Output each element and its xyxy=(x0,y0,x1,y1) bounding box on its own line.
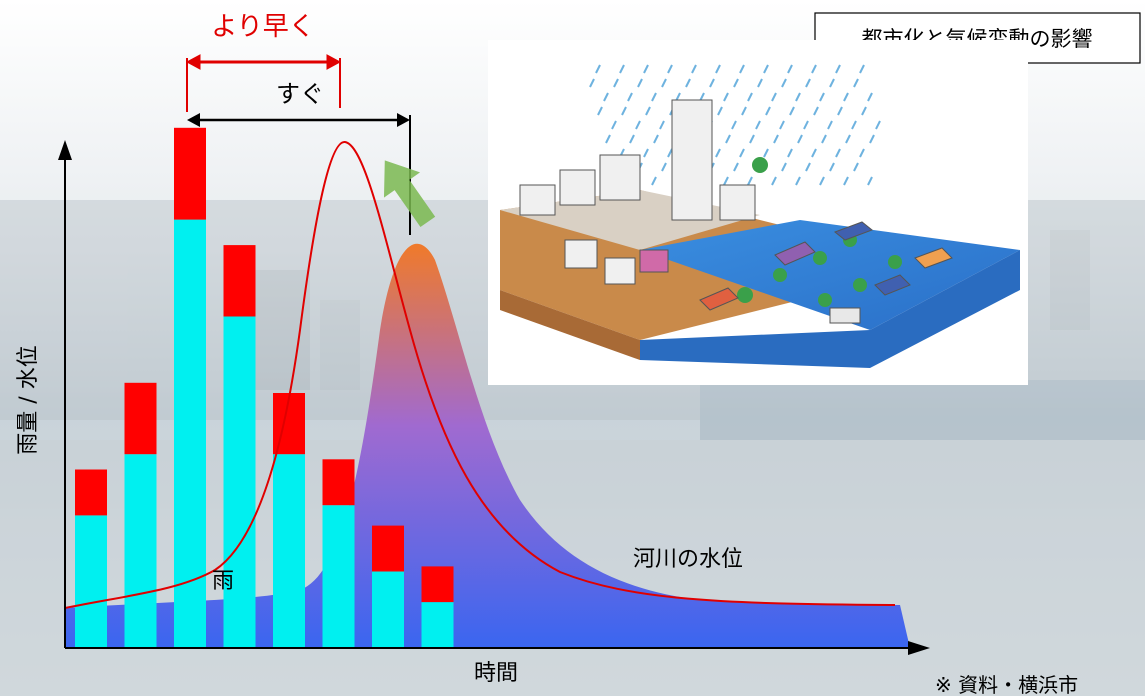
rain-bar-increase xyxy=(124,382,157,455)
y-axis-arrowhead xyxy=(58,140,72,160)
earlier-arrow xyxy=(185,54,342,112)
rise-arrow xyxy=(383,160,436,228)
rain-bar-base xyxy=(75,515,107,648)
discharge-curve xyxy=(64,141,896,609)
river-level-label: 河川の水位 xyxy=(633,547,743,572)
source-note: ※ 資料・横浜市 xyxy=(935,673,1078,696)
rain-bar-base xyxy=(421,602,454,648)
urbanization-illustration xyxy=(488,40,1028,385)
rain-bar-increase xyxy=(322,459,355,506)
rain-bar-base xyxy=(273,454,305,648)
rain-bars xyxy=(75,127,454,648)
rain-bar-base xyxy=(124,454,157,648)
rainfall-river-chart xyxy=(58,127,930,655)
sooner-label: すぐ xyxy=(276,80,324,108)
rain-bar-base xyxy=(223,316,256,648)
rain-bar-increase xyxy=(421,566,454,603)
rain-label: 雨 xyxy=(212,569,234,594)
x-axis-label: 時間 xyxy=(474,661,518,686)
y-axis-label: 雨量 / 水位 xyxy=(16,345,41,454)
x-axis-arrowhead xyxy=(908,641,930,655)
rain-bar-base xyxy=(372,571,404,648)
river-level-area xyxy=(65,243,910,648)
rain-bar-increase xyxy=(223,245,256,317)
rain-bar-increase xyxy=(75,469,107,516)
rain-bar-increase xyxy=(174,127,206,220)
rain-bar-increase xyxy=(372,525,404,572)
rain-bar-base xyxy=(322,505,355,648)
earlier-label: より早く xyxy=(211,12,314,42)
